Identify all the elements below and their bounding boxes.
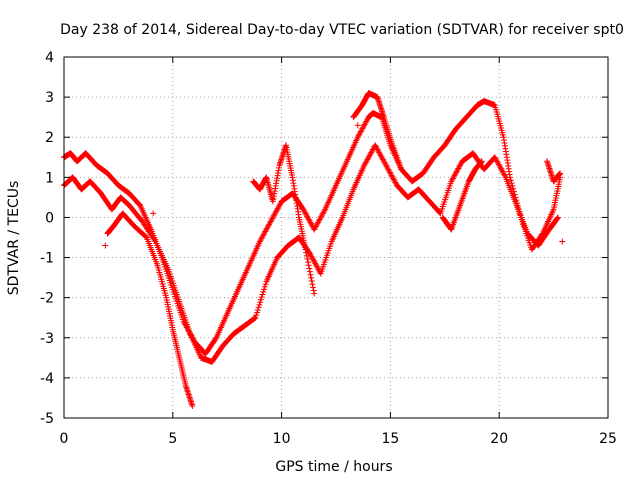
data-point: [257, 296, 264, 303]
data-point: [321, 207, 328, 214]
series-track-d: [250, 142, 318, 297]
grid: [64, 57, 608, 418]
x-tick-label: 5: [168, 431, 177, 447]
data-point: [354, 122, 361, 129]
data-point: [303, 252, 310, 259]
x-tick-labels: 0 5 10 15 20 25: [60, 431, 617, 447]
data-point: [254, 309, 261, 316]
chart-title: Day 238 of 2014, Sidereal Day-to-day VTE…: [60, 22, 624, 38]
data-point: [189, 402, 196, 409]
data-point: [150, 210, 157, 217]
data-point: [102, 242, 109, 249]
x-tick-label: 25: [599, 431, 617, 447]
data-point: [251, 315, 258, 322]
x-tick-label: 10: [273, 431, 291, 447]
data-point: [310, 287, 317, 294]
y-tick-label: 3: [45, 90, 54, 106]
data-point: [557, 170, 564, 177]
y-tick-label: -4: [40, 371, 54, 387]
y-tick-label: 0: [45, 210, 54, 226]
data-point: [554, 214, 561, 221]
data-point: [308, 278, 315, 285]
data-point: [305, 259, 312, 266]
data-point: [261, 283, 268, 290]
data-point: [554, 215, 561, 222]
data-point: [309, 284, 316, 291]
x-axis-label: GPS time / hours: [275, 459, 392, 475]
data-point: [261, 286, 268, 293]
data-point: [252, 314, 259, 321]
y-tick-label: -5: [40, 411, 54, 427]
data-point: [559, 238, 566, 245]
data-point: [262, 281, 269, 288]
data-point: [501, 172, 508, 179]
x-tick-label: 20: [490, 431, 508, 447]
x-tick-label: 15: [381, 431, 399, 447]
data-points: [61, 90, 566, 409]
y-axis-label: SDTVAR / TECUs: [6, 181, 22, 296]
y-tick-label: -2: [40, 291, 54, 307]
data-point: [398, 166, 405, 173]
data-point: [253, 312, 260, 319]
data-point: [478, 158, 485, 165]
data-point: [303, 249, 310, 256]
data-point: [254, 306, 261, 313]
data-point: [509, 182, 516, 189]
series-track-c: [104, 210, 196, 409]
y-tick-label: 1: [45, 170, 54, 186]
data-point: [302, 246, 309, 253]
data-point: [305, 262, 312, 269]
data-point: [151, 237, 158, 244]
series-track-f: [439, 158, 485, 233]
data-point: [306, 268, 313, 275]
y-tick-label: 4: [45, 50, 54, 66]
data-point: [258, 294, 265, 301]
data-point: [309, 281, 316, 288]
data-point: [306, 265, 313, 272]
data-point: [311, 290, 318, 297]
series-track-b: [61, 142, 561, 365]
y-tick-labels: -5 -4 -3 -2 -1 0 1 2 3 4: [40, 50, 54, 427]
tick-marks: [63, 56, 609, 419]
data-point: [259, 291, 266, 298]
series-outliers: [102, 122, 566, 249]
series-track-e: [350, 90, 405, 173]
x-tick-label: 0: [60, 431, 69, 447]
data-point: [308, 274, 315, 281]
data-point: [307, 271, 314, 278]
data-point: [257, 299, 264, 306]
y-tick-label: -1: [40, 251, 54, 267]
data-point: [256, 301, 263, 308]
data-point: [260, 288, 267, 295]
series-track-g: [544, 158, 564, 185]
plot-frame: [63, 56, 609, 419]
y-tick-label: -3: [40, 331, 54, 347]
data-point: [304, 255, 311, 262]
data-point: [507, 177, 514, 184]
data-point: [255, 304, 262, 311]
y-tick-label: 2: [45, 130, 54, 146]
